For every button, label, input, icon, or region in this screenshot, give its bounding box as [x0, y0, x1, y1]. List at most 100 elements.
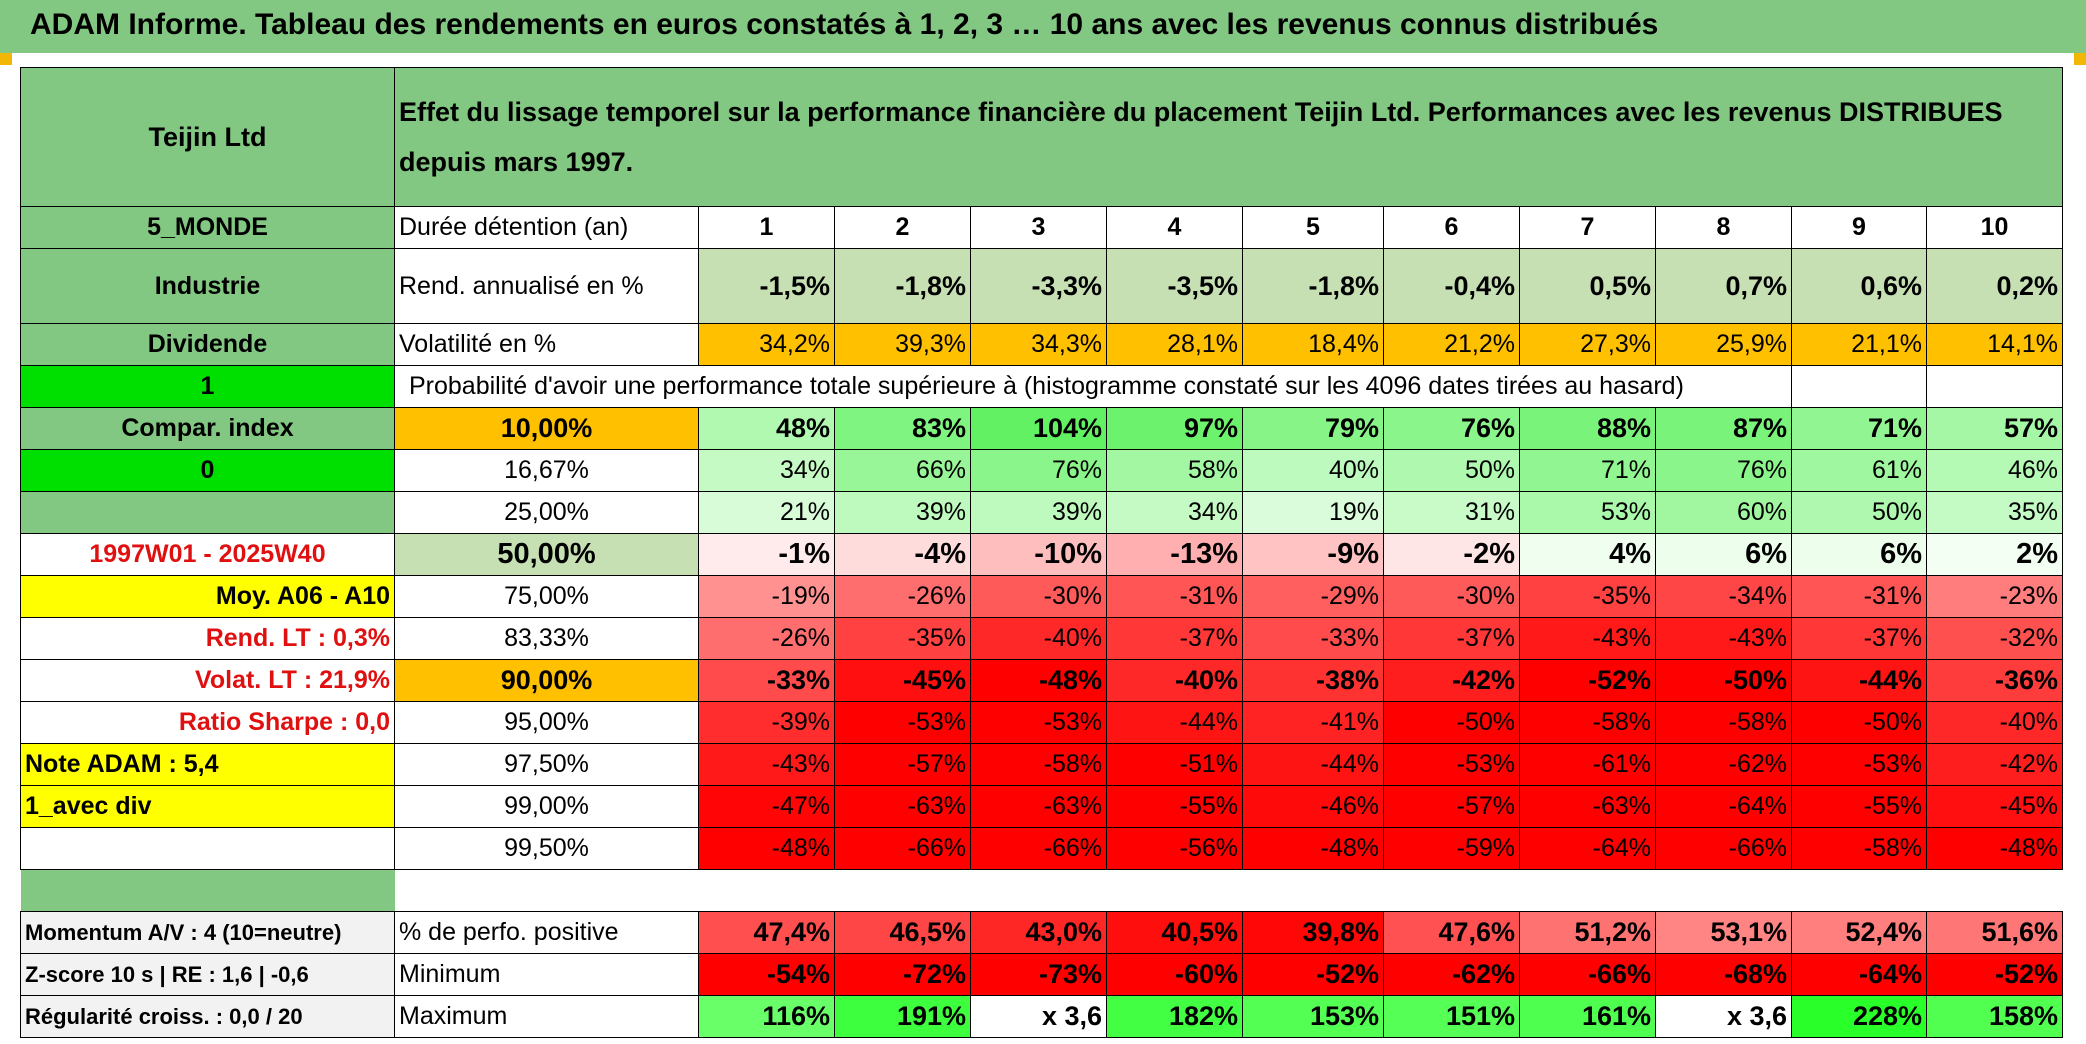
percentile-row: Ratio Sharpe : 0,0 95,00% -39% -53% -53% -44%… [20, 701, 2063, 744]
percentile-cell: -33% [698, 659, 835, 702]
percentile-cell: 66% [834, 449, 971, 492]
percentile-cell: -44% [1242, 743, 1384, 786]
percentile-cell: -30% [970, 575, 1107, 618]
percentile-cell: 83% [834, 407, 971, 450]
dividend-cell: Dividende [20, 323, 395, 366]
volatility-cell: 28,1% [1106, 323, 1243, 366]
minimum-cell: -52% [1242, 953, 1384, 996]
annualized-return-cell: 0,5% [1519, 248, 1656, 324]
minimum-cell: -64% [1791, 953, 1927, 996]
corner-marker-right [2074, 53, 2086, 65]
percentile-cell: 61% [1791, 449, 1927, 492]
percentile-cell: -31% [1791, 575, 1927, 618]
percentile-cell: -48% [1926, 827, 2063, 870]
title-bar: ADAM Informe. Tableau des rendements en … [0, 0, 2086, 53]
positive-performance-cell: 52,4% [1791, 911, 1927, 954]
percentile-cell: -58% [1655, 701, 1792, 744]
regularity-cell: Régularité croiss. : 0,0 / 20 [20, 995, 395, 1038]
percentile-row: Rend. LT : 0,3% 83,33% -26% -35% -40% -37% -33… [20, 617, 2063, 660]
percentile-cell: -40% [1926, 701, 2063, 744]
maximum-cell: 153% [1242, 995, 1384, 1038]
percentile-cell: 34% [698, 449, 835, 492]
percentile-cell: -36% [1926, 659, 2063, 702]
minimum-cell: -60% [1106, 953, 1243, 996]
percentile-cell: -48% [970, 659, 1107, 702]
percentile-label: 16,67% [394, 449, 699, 492]
maximum-cell: 116% [698, 995, 835, 1038]
percentile-cell: -50% [1383, 701, 1520, 744]
maximum-cell: 182% [1106, 995, 1243, 1038]
percentile-cell: 79% [1242, 407, 1384, 450]
volatility-cell: 21,1% [1791, 323, 1927, 366]
percentile-cell: -53% [1383, 743, 1520, 786]
percentile-cell: -29% [1242, 575, 1384, 618]
positive-performance-cell: 53,1% [1655, 911, 1792, 954]
percentile-cell: -41% [1242, 701, 1384, 744]
percentile-cell: 48% [698, 407, 835, 450]
percentile-cell: 46% [1926, 449, 2063, 492]
percentile-cell: -53% [834, 701, 971, 744]
annualized-return-cell: 0,6% [1791, 248, 1927, 324]
annualized-return-cell: -0,4% [1383, 248, 1520, 324]
percentile-cell: -58% [970, 743, 1107, 786]
percentile-cell: -40% [1106, 659, 1243, 702]
percentile-label: 97,50% [394, 743, 699, 786]
positive-performance-cell: 46,5% [834, 911, 971, 954]
percentile-cell: -45% [834, 659, 971, 702]
percentile-label: 75,00% [394, 575, 699, 618]
percentile-cell: -61% [1519, 743, 1656, 786]
positive-performance-cell: 51,2% [1519, 911, 1656, 954]
year-header-10: 10 [1926, 206, 2063, 249]
percentile-cell: -35% [1519, 575, 1656, 618]
percentile-cell: 71% [1791, 407, 1927, 450]
page-title: ADAM Informe. Tableau des rendements en … [30, 8, 1659, 41]
adam-score-cell: Note ADAM : 5,4 [20, 743, 395, 786]
corner-marker-left [0, 53, 12, 65]
positive-performance-label: % de perfo. positive [394, 911, 699, 954]
percentile-cell: -59% [1383, 827, 1520, 870]
percentile-cell: -58% [1791, 827, 1927, 870]
percentile-cell: 58% [1106, 449, 1243, 492]
percentile-label: 25,00% [394, 491, 699, 534]
annualized-return-cell: 0,2% [1926, 248, 2063, 324]
percentile-cell: -2% [1383, 533, 1520, 576]
percentile-cell: 39% [834, 491, 971, 534]
maximum-cell: 158% [1926, 995, 2063, 1038]
annualized-return-cell: 0,7% [1655, 248, 1792, 324]
momentum-cell: Momentum A/V : 4 (10=neutre) [20, 911, 395, 954]
maximum-cell: 161% [1519, 995, 1656, 1038]
percentile-cell: 88% [1519, 407, 1656, 450]
value-one-cell[interactable]: 1 [20, 365, 395, 408]
description-cell: Effet du lissage temporel sur la perform… [394, 67, 2063, 207]
percentile-cell: -66% [834, 827, 971, 870]
maximum-cell: 191% [834, 995, 971, 1038]
percentile-cell: -40% [970, 617, 1107, 660]
percentile-cell: 2% [1926, 533, 2063, 576]
year-header-3: 3 [970, 206, 1107, 249]
long-term-return-cell: Rend. LT : 0,3% [20, 617, 395, 660]
percentile-cell: -35% [834, 617, 971, 660]
percentile-cell: -46% [1242, 785, 1384, 828]
period-cell: 1997W01 - 2025W40 [20, 533, 395, 576]
percentile-cell: -31% [1106, 575, 1243, 618]
annualized-return-cell: -3,5% [1106, 248, 1243, 324]
percentile-cell: 34% [1106, 491, 1243, 534]
percentile-row: Volat. LT : 21,9% 90,00% -33% -45% -48% -40% -… [20, 659, 2063, 702]
percentile-cell: -9% [1242, 533, 1384, 576]
year-header-6: 6 [1383, 206, 1520, 249]
percentile-cell: -45% [1926, 785, 2063, 828]
maximum-cell: x 3,6 [970, 995, 1107, 1038]
percentile-cell: 76% [1383, 407, 1520, 450]
percentile-label: 99,50% [394, 827, 699, 870]
percentile-cell: 50% [1791, 491, 1927, 534]
maximum-cell: 228% [1791, 995, 1927, 1038]
percentile-label: 90,00% [394, 659, 699, 702]
percentile-cell: 76% [1655, 449, 1792, 492]
percentile-cell: -33% [1242, 617, 1384, 660]
percentile-cell: -44% [1791, 659, 1927, 702]
volatility-cell: 27,3% [1519, 323, 1656, 366]
percentile-cell: -13% [1106, 533, 1243, 576]
minimum-cell: -73% [970, 953, 1107, 996]
percentile-cell: -57% [1383, 785, 1520, 828]
percentile-row: 0 16,67% 34% 66% 76% 58% 40% 50% 71% 76% 61% 46% [20, 449, 2063, 492]
